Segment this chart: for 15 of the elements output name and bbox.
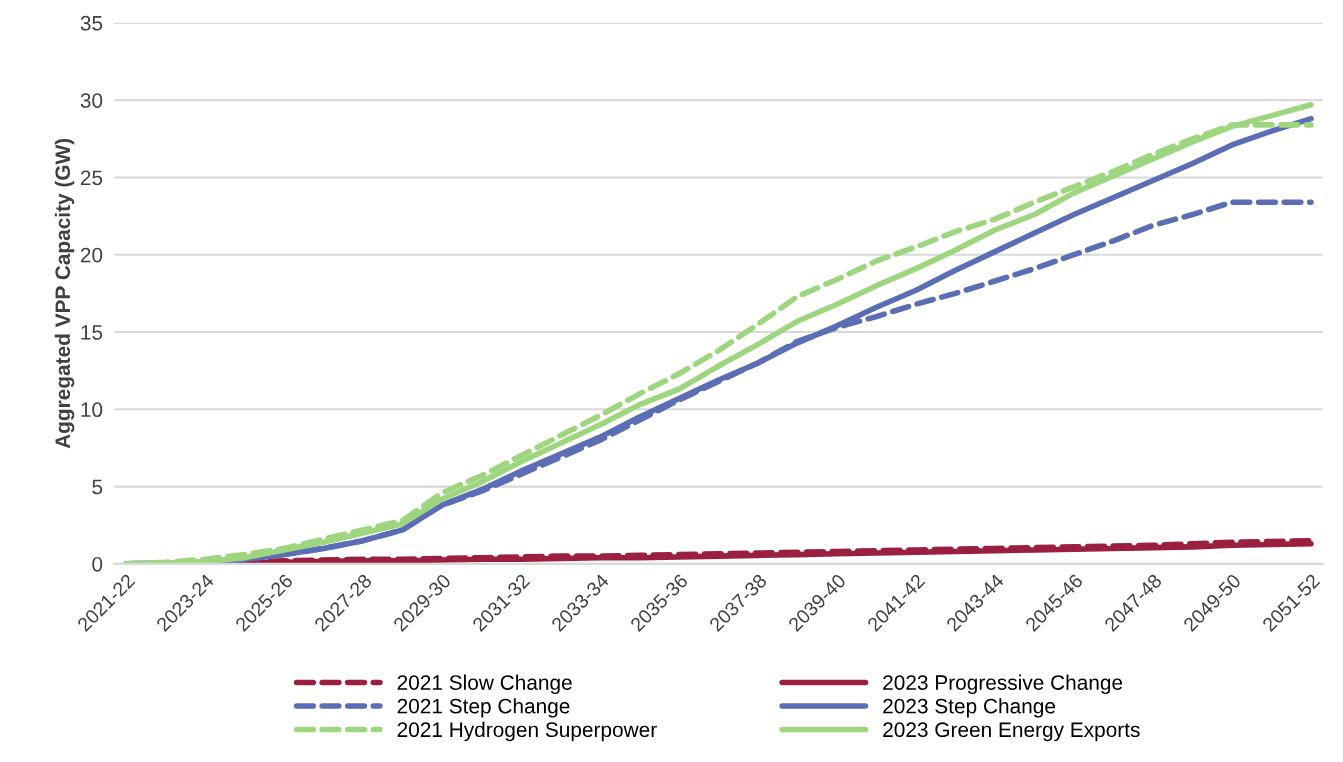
legend-label: 2023 Step Change <box>883 698 1055 718</box>
y-axis-title: Aggregated VPP Capacity (GW) <box>54 138 75 449</box>
legend-label: 2023 Progressive Change <box>883 674 1123 695</box>
legend-label: 2023 Green Energy Exports <box>883 722 1140 742</box>
y-tick-label: 0 <box>92 556 103 572</box>
y-tick-label: 30 <box>80 93 103 108</box>
legend-label: 2021 Hydrogen Superpower <box>397 721 657 742</box>
y-tick-label: 5 <box>92 479 103 495</box>
y-tick-label: 15 <box>81 325 103 340</box>
y-tick-label: 25 <box>80 170 103 186</box>
legend-label: 2021 Slow Change <box>397 674 572 695</box>
y-tick-label: 35 <box>80 15 103 31</box>
legend-label: 2021 Step Change <box>397 698 570 718</box>
y-tick-label: 20 <box>80 247 103 263</box>
y-tick-label: 10 <box>81 402 103 418</box>
